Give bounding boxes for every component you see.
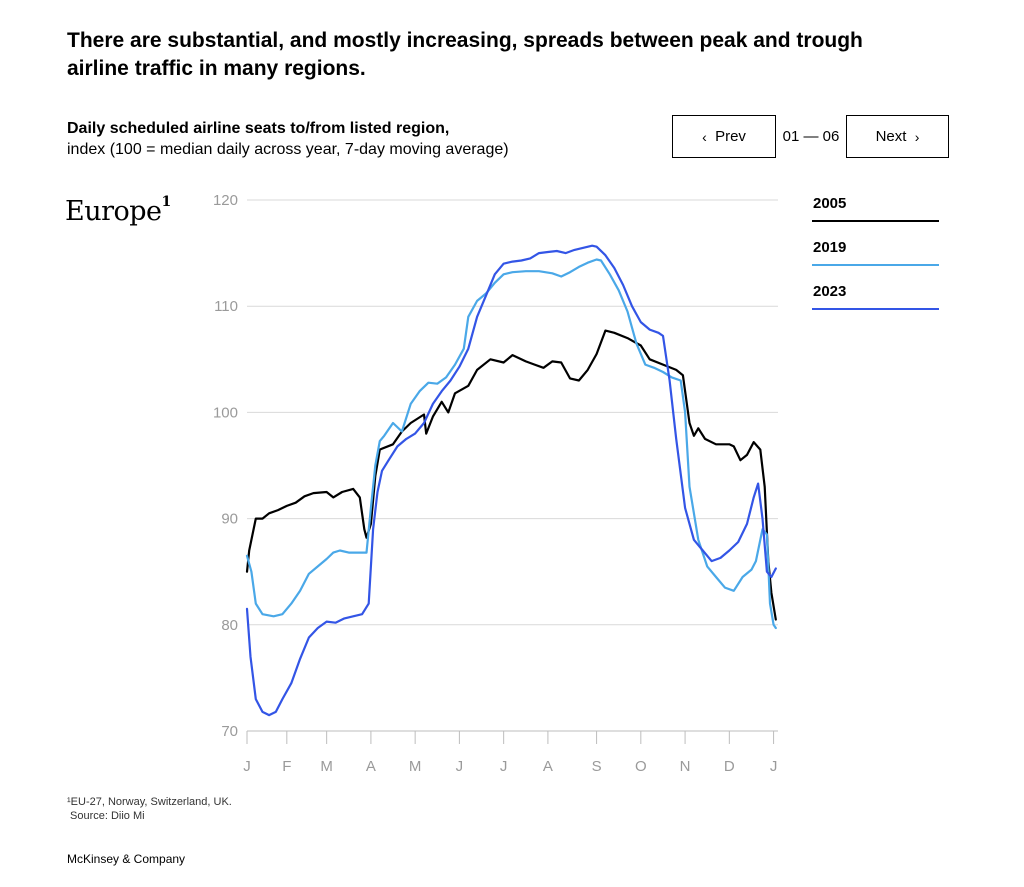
y-tick-label: 90 [221,511,238,528]
next-button[interactable]: Next › [846,115,949,158]
chart-legend: 2005 2019 2023 [812,195,940,327]
x-tick-label: A [366,758,376,775]
page-indicator: 01 — 06 [782,128,840,145]
x-tick-label: O [635,758,647,775]
footnote-source: Source: Diio Mi [70,810,145,822]
x-tick-label: M [320,758,333,775]
x-tick-label: F [282,758,291,775]
legend-label: 2023 [813,283,847,300]
y-tick-label: 100 [213,404,238,421]
chevron-right-icon: › [914,128,920,145]
series-line-2023 [245,244,777,717]
next-label: Next [875,128,907,145]
chevron-left-icon: ‹ [702,128,707,145]
chart-grid [247,199,778,732]
y-tick-label: 110 [214,298,238,315]
subtitle-normal: index (100 = median daily across year, 7… [67,141,509,158]
x-tick-label: D [724,758,735,775]
chart-subtitle: Daily scheduled airline seats to/from li… [67,118,509,160]
prev-button[interactable]: ‹ Prev [672,115,776,158]
x-tick-label: J [243,758,251,775]
footnote: ¹EU-27, Norway, Switzerland, UK. Source:… [67,795,232,823]
headline: There are substantial, and mostly increa… [67,29,863,80]
series-line-2005 [245,329,777,621]
legend-item-2005: 2005 [812,195,940,239]
subtitle-bold: Daily scheduled airline seats to/from li… [67,120,450,137]
x-tick-label: N [680,758,691,775]
legend-label: 2019 [813,239,847,256]
region-footnote-marker: 1 [161,194,172,210]
legend-swatch [812,308,939,310]
chart-series [245,244,777,717]
x-tick-label: J [770,758,778,775]
y-tick-label: 80 [221,617,238,634]
legend-item-2019: 2019 [812,239,940,283]
brand-logo-text: McKinsey & Company [67,852,186,866]
y-tick-label: 120 [213,192,238,209]
x-tick-label: J [456,758,464,775]
region-name: Europe [65,196,162,227]
region-title: Europe1 [65,194,172,227]
x-tick-label: J [500,758,508,775]
pager: ‹ Prev 01 — 06 Next › [672,115,949,158]
legend-swatch [812,264,939,266]
y-tick-label: 70 [221,723,238,740]
y-axis-ticks: 70 80 90 100 110 120 [213,192,238,740]
x-tick-label: A [543,758,553,775]
line-chart: 70 80 90 100 110 120 J F M A M J J A S O N D J [213,192,778,775]
legend-swatch [812,220,939,222]
footnote-note: ¹EU-27, Norway, Switzerland, UK. [67,796,232,808]
x-tick-label: M [409,758,422,775]
legend-label: 2005 [813,195,847,212]
prev-label: Prev [715,128,746,145]
x-tick-label: S [592,758,602,775]
series-line-2019 [245,258,777,630]
legend-item-2023: 2023 [812,283,940,327]
